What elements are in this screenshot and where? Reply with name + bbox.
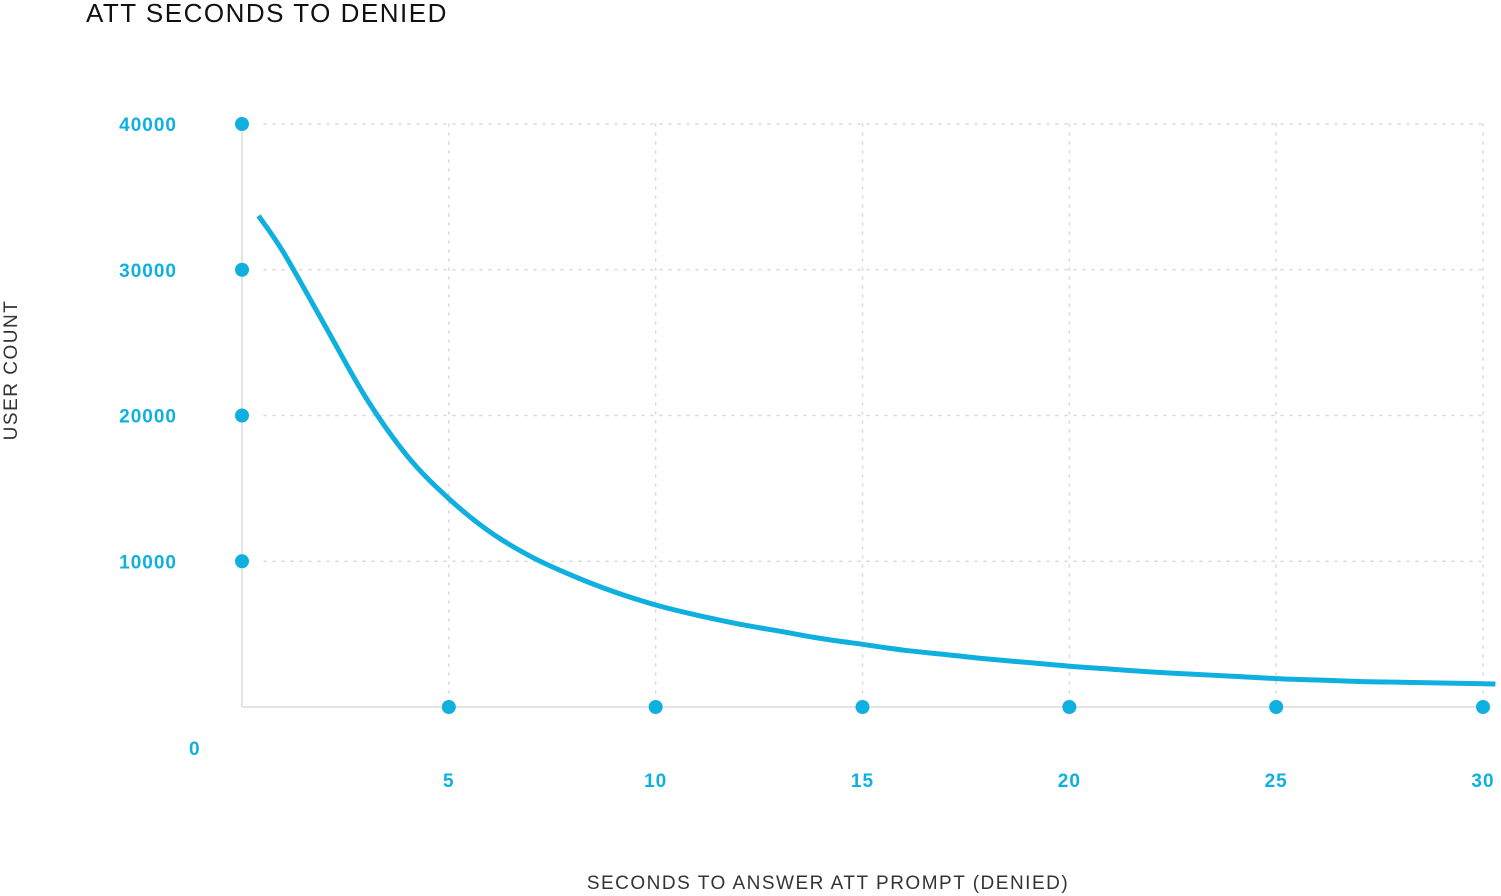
x-tick-label-30: 30 [1471, 771, 1494, 792]
y-axis-label: USER COUNT [1, 300, 22, 441]
y-tick-label-20000: 20000 [119, 407, 177, 428]
series-line-0 [256, 214, 1496, 687]
series [256, 214, 1496, 687]
chart-title: ATT SECONDS TO DENIED [86, 0, 448, 28]
x-axis-label: SECONDS TO ANSWER ATT PROMPT (DENIED) [587, 873, 1069, 894]
y-tick-marker-10000 [235, 554, 249, 569]
x-tick-marker-25 [1269, 700, 1284, 714]
x-tick-label-10: 10 [644, 771, 667, 792]
y-tick-marker-40000 [235, 117, 249, 131]
x-tick-marker-15 [855, 700, 870, 714]
x-tick-label-20: 20 [1058, 771, 1081, 792]
y-tick-marker-20000 [235, 408, 249, 423]
grid [263, 123, 1484, 708]
y-tick-label-10000: 10000 [119, 552, 177, 573]
y-tick-label-40000: 40000 [119, 115, 177, 136]
x-tick-marker-30 [1476, 700, 1490, 714]
x-tick-marker-10 [648, 700, 663, 714]
x-tick-labels: 5 10 15 20 25 30 [443, 771, 1494, 792]
x-tick-label-5: 5 [443, 771, 455, 792]
x-tick-marker-5 [441, 700, 456, 714]
x-tick-label-15: 15 [851, 771, 874, 792]
y-tick-marker-30000 [235, 262, 249, 277]
y-tick-label-0: 0 [189, 739, 201, 760]
x-tick-marker-20 [1062, 700, 1077, 714]
y-tick-labels: 10000 20000 30000 40000 [119, 115, 177, 573]
axis-markers [235, 117, 1490, 714]
x-tick-label-25: 25 [1265, 771, 1288, 792]
y-tick-label-30000: 30000 [119, 261, 177, 282]
